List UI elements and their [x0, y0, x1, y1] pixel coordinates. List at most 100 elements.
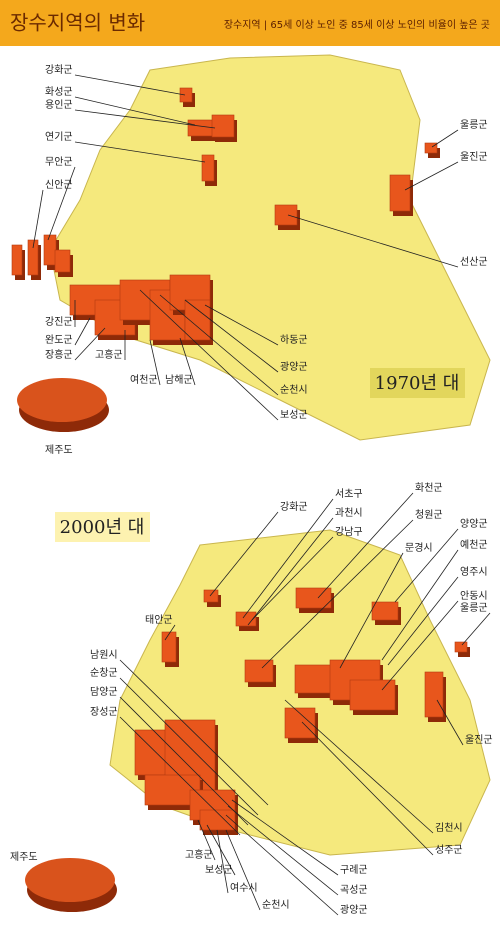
leader-line: [404, 161, 459, 191]
leader-line: [74, 109, 216, 129]
region: [349, 679, 396, 711]
region: [11, 244, 23, 276]
leader-line: [119, 716, 241, 836]
region: [179, 87, 193, 103]
subtitle: 장수지역 | 65세 이상 노인 중 85세 이상 노인의 비율이 높은 곳: [224, 19, 490, 31]
region: [244, 659, 274, 683]
region: [54, 249, 71, 273]
region-label: 고흥군: [185, 848, 213, 861]
region: [371, 601, 399, 621]
year-label: 1970년 대: [375, 373, 460, 394]
leader-line: [197, 819, 216, 861]
region-label: 울릉군: [460, 602, 488, 614]
region-label: 선산군: [460, 256, 488, 268]
title: 장수지역의 변화: [10, 11, 145, 35]
leader-line: [216, 829, 229, 894]
region-label: 성주군: [435, 844, 463, 856]
leader-line: [431, 129, 459, 148]
region-label: 울릉군: [460, 119, 488, 131]
region-label: 제주도: [45, 444, 73, 456]
region-label: 고흥군: [95, 348, 123, 361]
leader-line: [179, 337, 196, 386]
region-label: 광양군: [280, 361, 308, 373]
region: [203, 589, 219, 603]
region-label: 양양군: [460, 518, 488, 530]
region-label: 순천시: [262, 899, 290, 911]
leader-line: [225, 814, 339, 916]
region-label: 무안군: [45, 156, 73, 168]
leader-line: [227, 805, 339, 896]
region-label: 서초구: [335, 488, 363, 500]
region-label: 남해군: [165, 373, 193, 386]
leader-line: [206, 824, 236, 876]
region-label: 강화군: [45, 64, 73, 76]
region: [161, 631, 177, 663]
region-label: 태안군: [145, 614, 173, 626]
leader-line: [242, 498, 334, 619]
region: [211, 114, 235, 138]
leader-line: [204, 304, 279, 346]
region-label: 여천군: [130, 374, 158, 386]
region-label: 광양군: [340, 904, 368, 916]
region-label: 순창군: [90, 667, 118, 679]
region: [201, 154, 215, 182]
leader-line: [159, 294, 279, 396]
region-label: 장흥군: [45, 348, 73, 361]
region-label: 남원시: [90, 649, 118, 661]
region-label: 곡성군: [340, 884, 368, 896]
leader-line: [261, 519, 414, 669]
region: [424, 142, 438, 154]
leader-line: [149, 339, 161, 386]
leader-line: [119, 696, 249, 826]
region-label: 완도군: [45, 334, 73, 346]
region: [43, 234, 57, 266]
leader-line: [381, 600, 459, 691]
region-label: 제주도: [10, 851, 38, 863]
region-label: 영주시: [460, 566, 488, 578]
region-label: 하동군: [280, 333, 308, 346]
region-label: 문경시: [405, 541, 433, 554]
leader-line: [461, 612, 491, 646]
region-label: 순천시: [280, 384, 308, 396]
header-band: [0, 0, 500, 46]
leader-line: [74, 74, 186, 96]
region-label: 화천군: [415, 482, 443, 494]
leader-line: [164, 624, 176, 641]
leader-line: [284, 699, 434, 834]
region-label: 김천시: [435, 822, 463, 834]
region-label: 장성군: [90, 706, 118, 718]
region-label: 예천군: [460, 539, 488, 551]
leader-line: [225, 829, 261, 911]
region-label: 용인군: [45, 99, 73, 111]
leader-line: [139, 289, 279, 421]
leader-line: [381, 549, 459, 661]
region-label: 안동시: [460, 590, 488, 602]
region-label: 강남구: [335, 526, 363, 538]
region: [274, 204, 298, 226]
leader-line: [231, 799, 339, 876]
region-label: 보성군: [205, 864, 233, 876]
leader-line: [394, 528, 459, 603]
region-label: 과천시: [335, 507, 363, 519]
year-box: [370, 368, 465, 398]
leader-line: [317, 492, 414, 599]
leader-line: [387, 576, 459, 666]
region-label: 여수시: [230, 882, 258, 894]
leader-line: [301, 721, 434, 856]
leader-line: [287, 214, 459, 268]
region-label: 보성군: [280, 409, 308, 421]
region-label: 울진군: [460, 151, 488, 163]
leader-line: [247, 517, 334, 626]
region: [424, 671, 444, 718]
leader-line: [119, 659, 269, 806]
leader-line: [32, 189, 44, 249]
region-label: 청원군: [415, 509, 443, 521]
region-label: 강화군: [280, 501, 308, 513]
region-label: 구례군: [340, 864, 368, 876]
region: [235, 611, 257, 627]
region-label: 연기군: [45, 131, 73, 143]
region: [187, 119, 214, 137]
region: [389, 174, 411, 212]
